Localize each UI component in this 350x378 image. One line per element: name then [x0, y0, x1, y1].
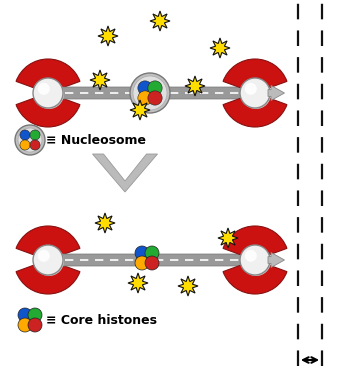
Text: ≡ Nucleosome: ≡ Nucleosome: [46, 133, 146, 147]
Text: ≡ Core histones: ≡ Core histones: [46, 313, 157, 327]
Circle shape: [245, 83, 257, 95]
Circle shape: [135, 246, 149, 260]
Circle shape: [28, 318, 42, 332]
Wedge shape: [223, 260, 287, 294]
Wedge shape: [223, 226, 287, 260]
Polygon shape: [95, 213, 115, 233]
Circle shape: [145, 246, 159, 260]
Circle shape: [18, 318, 32, 332]
Circle shape: [30, 140, 40, 150]
Polygon shape: [92, 154, 158, 192]
Wedge shape: [16, 226, 80, 260]
Polygon shape: [128, 273, 148, 293]
Circle shape: [135, 256, 149, 270]
Wedge shape: [223, 93, 287, 127]
Circle shape: [34, 246, 64, 276]
Circle shape: [33, 78, 63, 108]
Polygon shape: [185, 76, 205, 96]
Circle shape: [145, 256, 159, 270]
Circle shape: [33, 245, 63, 275]
Polygon shape: [150, 11, 170, 31]
Circle shape: [38, 250, 50, 262]
Wedge shape: [16, 93, 80, 127]
Circle shape: [240, 78, 270, 108]
Circle shape: [241, 246, 271, 276]
Circle shape: [138, 91, 152, 105]
Circle shape: [18, 308, 32, 322]
Circle shape: [130, 73, 170, 113]
Polygon shape: [210, 38, 230, 58]
Circle shape: [133, 76, 167, 110]
FancyBboxPatch shape: [61, 87, 244, 99]
Circle shape: [148, 81, 162, 95]
Circle shape: [30, 130, 40, 140]
Circle shape: [138, 81, 152, 95]
Circle shape: [240, 245, 270, 275]
Wedge shape: [16, 260, 80, 294]
Polygon shape: [130, 100, 150, 120]
FancyArrow shape: [268, 253, 285, 268]
Polygon shape: [178, 276, 198, 296]
Polygon shape: [90, 70, 110, 90]
Circle shape: [20, 130, 30, 140]
FancyBboxPatch shape: [61, 254, 244, 266]
Circle shape: [18, 128, 42, 152]
Wedge shape: [223, 59, 287, 93]
Circle shape: [148, 91, 162, 105]
Polygon shape: [98, 26, 118, 46]
Polygon shape: [218, 228, 238, 248]
Circle shape: [241, 79, 271, 109]
Circle shape: [34, 79, 64, 109]
FancyArrow shape: [268, 85, 285, 101]
Circle shape: [20, 140, 30, 150]
Circle shape: [245, 250, 257, 262]
Wedge shape: [16, 59, 80, 93]
Circle shape: [15, 125, 45, 155]
Circle shape: [28, 308, 42, 322]
Circle shape: [38, 83, 50, 95]
